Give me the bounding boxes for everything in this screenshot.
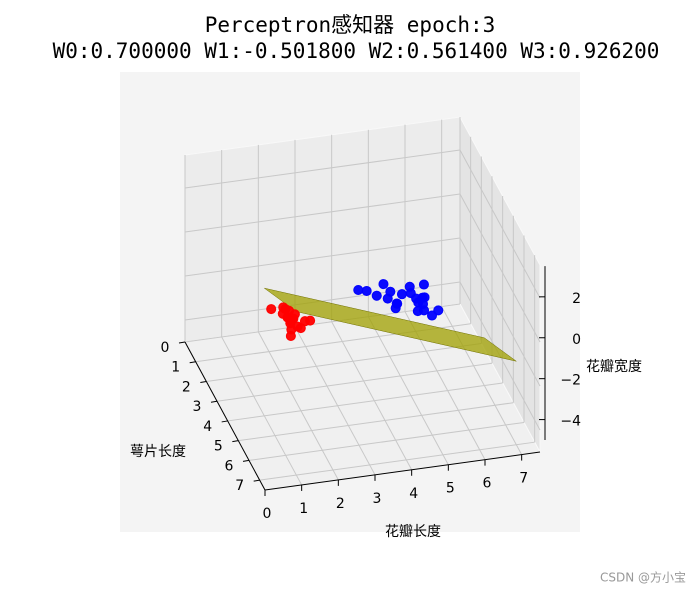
tick-mark (242, 459, 250, 462)
grid-line (184, 193, 461, 233)
x-axis-label: 萼片长度 (130, 444, 186, 460)
y-tick-label: 0 (263, 506, 272, 522)
tick-mark (200, 380, 207, 383)
x-tick-label: 1 (171, 360, 180, 376)
chart-title: Perceptron感知器 epoch:3 (205, 13, 496, 37)
x-tick-label: 5 (214, 439, 223, 455)
point (433, 305, 444, 316)
x-tick-label: 6 (225, 458, 234, 474)
z-tick-label: −4 (560, 414, 581, 430)
grid-line (216, 362, 493, 402)
z-tick-label: 2 (572, 291, 581, 307)
y-tick-label: 6 (483, 476, 492, 492)
point (412, 306, 423, 317)
point (305, 315, 316, 326)
point (391, 298, 402, 309)
grid-line (184, 237, 461, 277)
tick-mark (221, 420, 228, 423)
point (396, 289, 407, 300)
point (382, 293, 393, 304)
tick-mark (253, 479, 260, 482)
x-tick-label: 7 (235, 478, 244, 494)
grid-line (184, 149, 461, 189)
grid-line (331, 321, 413, 470)
y-tick-label: 5 (446, 481, 455, 497)
x-tick-label: 4 (203, 419, 212, 435)
axis-line (184, 341, 266, 491)
grid-line (294, 326, 376, 476)
x-tick-label: 3 (193, 399, 202, 415)
point (378, 279, 389, 290)
grid-line (206, 343, 482, 382)
grid-line (238, 402, 514, 442)
y-tick-label: 1 (299, 501, 308, 517)
z-tick-label: −2 (560, 373, 581, 389)
point (285, 313, 296, 324)
y-axis-label: 花瓣长度 (385, 524, 441, 540)
y-tick-label: 4 (409, 486, 418, 502)
point (295, 323, 306, 334)
axis-line (264, 451, 541, 491)
tick-mark (232, 440, 239, 443)
point (266, 304, 277, 315)
x-tick-label: 0 (161, 340, 170, 356)
point (418, 279, 429, 290)
grid-line (221, 336, 303, 486)
y-tick-label: 7 (519, 471, 528, 487)
point (353, 284, 364, 295)
point (371, 290, 382, 301)
point (411, 293, 422, 304)
point (361, 285, 372, 296)
y-tick-label: 2 (336, 496, 345, 512)
grid-line (248, 421, 525, 461)
tick-mark (178, 341, 186, 344)
x-tick-label: 2 (182, 379, 191, 395)
grid-line (459, 149, 541, 299)
point (278, 302, 289, 313)
grid-line (459, 193, 541, 343)
grid-line (227, 382, 503, 422)
tick-mark (189, 361, 196, 364)
z-axis-label: 花瓣宽度 (586, 358, 642, 375)
point (404, 281, 415, 292)
grid-line (367, 316, 449, 465)
y-tick-label: 3 (373, 491, 382, 507)
grid-line (257, 331, 339, 481)
chart-subtitle: W0:0.700000 W1:-0.501800 W2:0.561400 W3:… (53, 39, 660, 63)
watermark: CSDN @方小宝 (600, 570, 686, 585)
grid-line (259, 441, 535, 481)
point (286, 324, 297, 335)
z-tick-label: 0 (572, 332, 581, 348)
tick-mark (210, 400, 218, 403)
grid-line (459, 237, 541, 387)
